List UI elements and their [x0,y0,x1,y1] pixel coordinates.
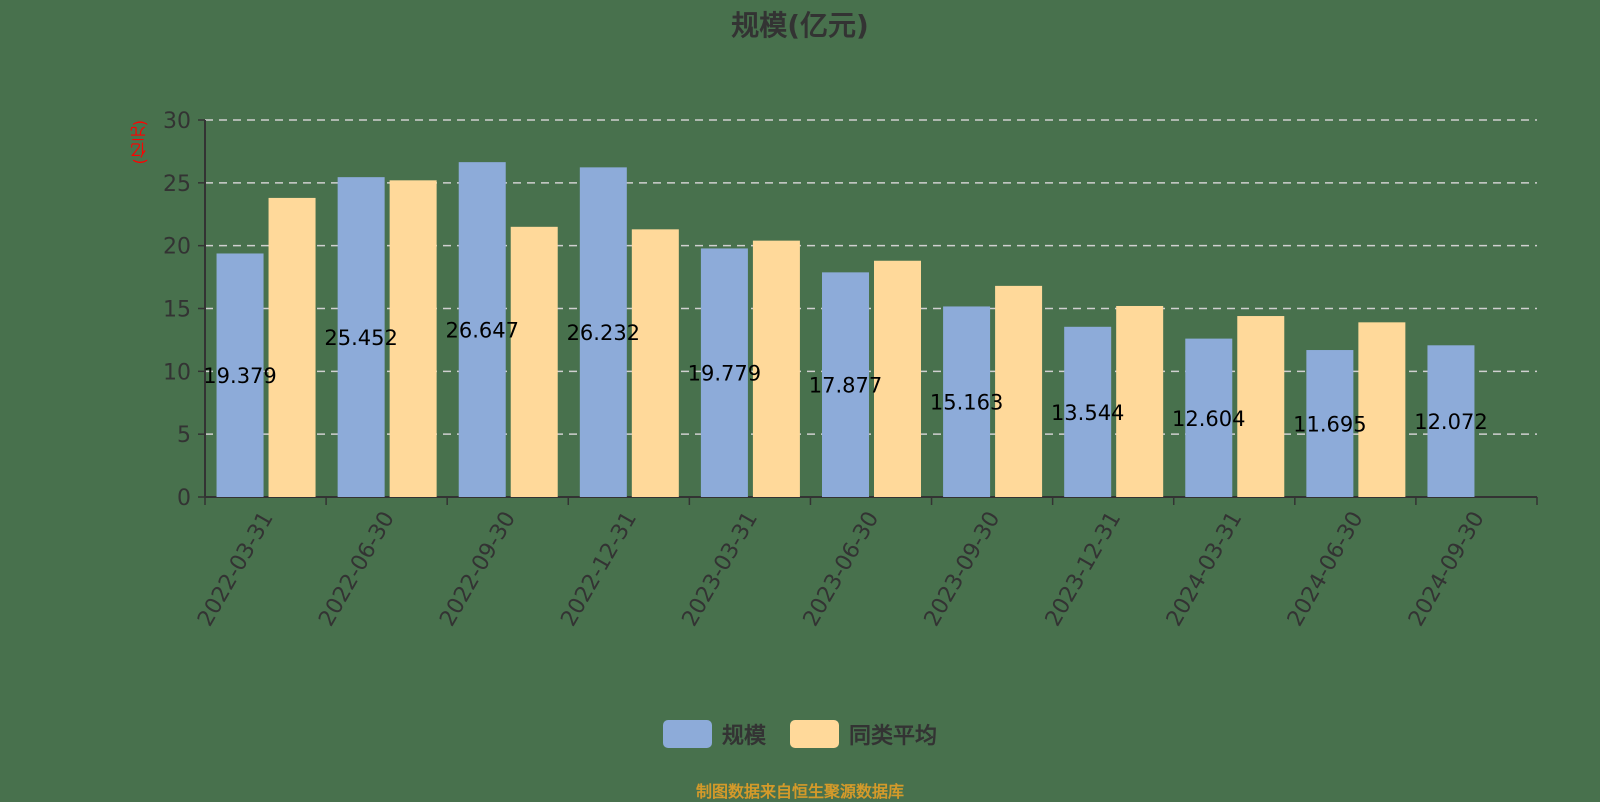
bar-scale [216,253,264,497]
x-tick-label: 2022-03-31 [193,508,279,631]
bar-scale [1064,326,1112,497]
bar-scale [458,162,506,497]
bar-scale [337,177,385,497]
legend-label: 同类平均 [849,724,938,749]
bar-peer-average [1116,305,1164,497]
chart-title: 规模(亿元) [731,9,869,42]
legend-swatch-scale [662,720,712,748]
x-tick-label: 2022-09-30 [435,508,521,631]
x-tick-label: 2024-06-30 [1283,508,1369,631]
y-tick-label: 10 [163,360,191,385]
y-tick-label: 0 [177,486,191,511]
bar-scale [579,167,627,497]
bar-peer-average [631,229,679,497]
legend-item-peer-average[interactable]: 同类平均 [790,718,937,750]
x-tick-label: 2023-03-31 [678,508,764,631]
bar-scale [1427,345,1475,497]
bar-peer-average [995,285,1043,497]
x-tick-label: 2023-12-31 [1041,508,1127,631]
bar-peer-average [510,226,558,498]
y-tick-label: 5 [177,423,191,448]
bar-value-label: 13.544 [1051,401,1124,425]
bar-value-label: 25.452 [324,326,397,350]
legend: 规模 同类平均 [0,718,1600,750]
bar-scale [1185,338,1233,497]
bar-scale [822,272,869,497]
y-tick-label: 30 [163,109,191,134]
bar-value-label: 19.779 [688,362,761,386]
bar-value-label: 26.232 [567,321,640,345]
bar-value-label: 26.647 [445,319,518,343]
bar-scale [700,248,748,497]
legend-label: 规模 [721,724,766,749]
bar-scale [943,306,991,497]
y-tick-label: 15 [163,298,191,323]
x-tick-label: 2022-12-31 [556,508,642,631]
bar-value-label: 12.604 [1172,407,1245,431]
bar-peer-average [752,240,800,497]
y-tick-label: 20 [163,235,191,260]
bar-peer-average [389,180,437,497]
bar-peer-average [268,197,316,497]
bar-value-label: 15.163 [930,391,1003,415]
bar-peer-average [1237,316,1285,497]
bar-peer-average [874,260,921,497]
x-tick-label: 2023-09-30 [920,508,1006,631]
x-tick-label: 2024-09-30 [1404,508,1490,631]
bar-value-label: 19.379 [203,364,276,388]
bar-value-label: 11.695 [1293,413,1366,437]
bar-chart: 0 5 10 15 20 25 30 19.379 2022-03-31 25.452 2022-0… [163,109,1538,631]
y-tick-label: 25 [163,172,191,197]
x-tick-label: 2023-06-30 [799,508,885,631]
legend-item-scale[interactable]: 规模 [662,718,766,750]
data-source-note: 制图数据来自恒生聚源数据库 [695,782,904,801]
x-tick-label: 2024-03-31 [1162,508,1248,631]
bar-value-label: 12.072 [1414,410,1487,434]
bar-peer-average [1358,322,1406,497]
bar-scale [1306,350,1354,497]
legend-swatch-peer-average [790,720,839,748]
bar-value-label: 17.877 [809,374,882,398]
x-tick-label: 2022-06-30 [314,508,400,631]
